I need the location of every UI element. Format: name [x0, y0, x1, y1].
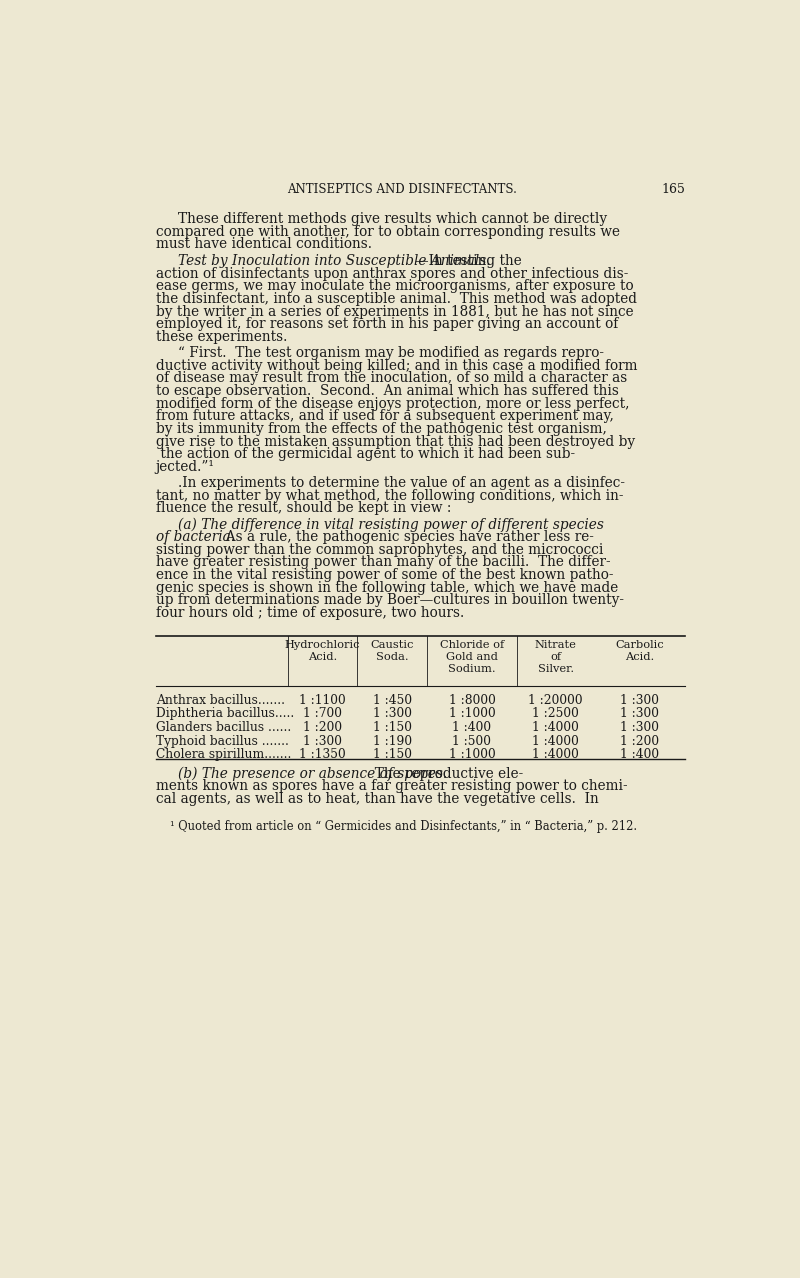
Text: must have identical conditions.: must have identical conditions. [156, 238, 372, 252]
Text: 1 :300: 1 :300 [620, 694, 659, 707]
Text: by the writer in a series of experiments in 1881, but he has not since: by the writer in a series of experiments… [156, 304, 634, 318]
Text: 1 :190: 1 :190 [373, 735, 412, 748]
Text: (b) The presence or absence of spores.: (b) The presence or absence of spores. [178, 767, 446, 781]
Text: compared one with another, for to obtain corresponding results we: compared one with another, for to obtain… [156, 225, 620, 239]
Text: the disinfectant, into a susceptible animal.  This method was adopted: the disinfectant, into a susceptible ani… [156, 291, 637, 305]
Text: 1 :300: 1 :300 [303, 735, 342, 748]
Text: genic species is shown in the following table, which we have made: genic species is shown in the following … [156, 580, 618, 594]
Text: 1 :8000: 1 :8000 [449, 694, 495, 707]
Text: have greater resisting power than many of the bacilli.  The differ-: have greater resisting power than many o… [156, 556, 610, 569]
Text: 1 :1000: 1 :1000 [449, 749, 495, 762]
Text: The reproductive ele-: The reproductive ele- [366, 767, 523, 781]
Text: 1 :300: 1 :300 [373, 707, 412, 721]
Text: Chloride of
Gold and
Sodium.: Chloride of Gold and Sodium. [440, 640, 504, 674]
Text: ANTISEPTICS AND DISINFECTANTS.: ANTISEPTICS AND DISINFECTANTS. [287, 183, 517, 196]
Text: ence in the vital resisting power of some of the best known patho-: ence in the vital resisting power of som… [156, 567, 614, 581]
Text: sisting power than the common saprophytes, and the micrococci: sisting power than the common saprophyte… [156, 543, 603, 557]
Text: four hours old ; time of exposure, two hours.: four hours old ; time of exposure, two h… [156, 606, 464, 620]
Text: 1 :400: 1 :400 [453, 721, 491, 734]
Text: 1 :150: 1 :150 [373, 749, 412, 762]
Text: (a) The difference in vital resisting power of different species: (a) The difference in vital resisting po… [178, 518, 603, 532]
Text: Test by Inoculation into Susceptible Animals.: Test by Inoculation into Susceptible Ani… [178, 254, 490, 268]
Text: 1 :300: 1 :300 [620, 721, 659, 734]
Text: employed it, for reasons set forth in his paper giving an account of: employed it, for reasons set forth in hi… [156, 317, 618, 331]
Text: jected.”¹: jected.”¹ [156, 460, 214, 474]
Text: of disease may result from the inoculation, of so mild a character as: of disease may result from the inoculati… [156, 372, 627, 385]
Text: 1 :450: 1 :450 [373, 694, 412, 707]
Text: 1 :200: 1 :200 [303, 721, 342, 734]
Text: Caustic
Soda.: Caustic Soda. [370, 640, 414, 662]
Text: from future attacks, and if used for a subsequent experiment may,: from future attacks, and if used for a s… [156, 409, 614, 423]
Text: tant, no matter by what method, the following conditions, which in-: tant, no matter by what method, the foll… [156, 488, 623, 502]
Text: 1 :700: 1 :700 [303, 707, 342, 721]
Text: As a rule, the pathogenic species have rather less re-: As a rule, the pathogenic species have r… [217, 530, 594, 544]
Text: 1 :20000: 1 :20000 [528, 694, 583, 707]
Text: the action of the germicidal agent to which it had been sub-: the action of the germicidal agent to wh… [156, 447, 575, 461]
Text: 1 :1000: 1 :1000 [449, 707, 495, 721]
Text: “ First.  The test organism may be modified as regards repro-: “ First. The test organism may be modifi… [178, 346, 603, 360]
Text: Carbolic
Acid.: Carbolic Acid. [615, 640, 664, 662]
Text: Diphtheria bacillus.....: Diphtheria bacillus..... [156, 707, 294, 721]
Text: —In testing the: —In testing the [414, 254, 522, 268]
Text: 1 :1100: 1 :1100 [299, 694, 346, 707]
Text: Glanders bacillus ......: Glanders bacillus ...... [156, 721, 291, 734]
Text: 1 :2500: 1 :2500 [532, 707, 579, 721]
Text: Cholera spirillum.......: Cholera spirillum....... [156, 749, 291, 762]
Text: 1 :4000: 1 :4000 [532, 721, 579, 734]
Text: .In experiments to determine the value of an agent as a disinfec-: .In experiments to determine the value o… [178, 475, 625, 489]
Text: 1 :200: 1 :200 [620, 735, 659, 748]
Text: 1 :150: 1 :150 [373, 721, 412, 734]
Text: ¹ Quoted from article on “ Germicides and Disinfectants,” in “ Bacteria,” p. 212: ¹ Quoted from article on “ Germicides an… [170, 820, 637, 833]
Text: by its immunity from the effects of the pathogenic test organism,: by its immunity from the effects of the … [156, 422, 606, 436]
Text: These different methods give results which cannot be directly: These different methods give results whi… [178, 212, 606, 226]
Text: modified form of the disease enjoys protection, more or less perfect,: modified form of the disease enjoys prot… [156, 396, 630, 410]
Text: ments known as spores have a far greater resisting power to chemi-: ments known as spores have a far greater… [156, 780, 627, 794]
Text: Hydrochloric
Acid.: Hydrochloric Acid. [285, 640, 360, 662]
Text: 1 :4000: 1 :4000 [532, 749, 579, 762]
Text: up from determinations made by Boer—cultures in bouillon twenty-: up from determinations made by Boer—cult… [156, 593, 624, 607]
Text: of bacteria.: of bacteria. [156, 530, 235, 544]
Text: 1 :4000: 1 :4000 [532, 735, 579, 748]
Text: 1 :400: 1 :400 [620, 749, 659, 762]
Text: 1 :500: 1 :500 [453, 735, 491, 748]
Text: Nitrate
of
Silver.: Nitrate of Silver. [534, 640, 577, 674]
Text: 1 :300: 1 :300 [620, 707, 659, 721]
Text: 1 :1350: 1 :1350 [299, 749, 346, 762]
Text: Typhoid bacillus .......: Typhoid bacillus ....... [156, 735, 289, 748]
Text: Anthrax bacillus.......: Anthrax bacillus....... [156, 694, 285, 707]
Text: give rise to the mistaken assumption that this had been destroyed by: give rise to the mistaken assumption tha… [156, 435, 635, 449]
Text: fluence the result, should be kept in view :: fluence the result, should be kept in vi… [156, 501, 451, 515]
Text: 165: 165 [662, 183, 685, 196]
Text: action of disinfectants upon anthrax spores and other infectious dis-: action of disinfectants upon anthrax spo… [156, 267, 628, 281]
Text: to escape observation.  Second.  An animal which has suffered this: to escape observation. Second. An animal… [156, 383, 618, 397]
Text: these experiments.: these experiments. [156, 330, 287, 344]
Text: ductive activity without being killed; and in this case a modified form: ductive activity without being killed; a… [156, 359, 638, 373]
Text: cal agents, as well as to heat, than have the vegetative cells.  In: cal agents, as well as to heat, than hav… [156, 792, 598, 806]
Text: ease germs, we may inoculate the microorganisms, after exposure to: ease germs, we may inoculate the microor… [156, 280, 634, 293]
